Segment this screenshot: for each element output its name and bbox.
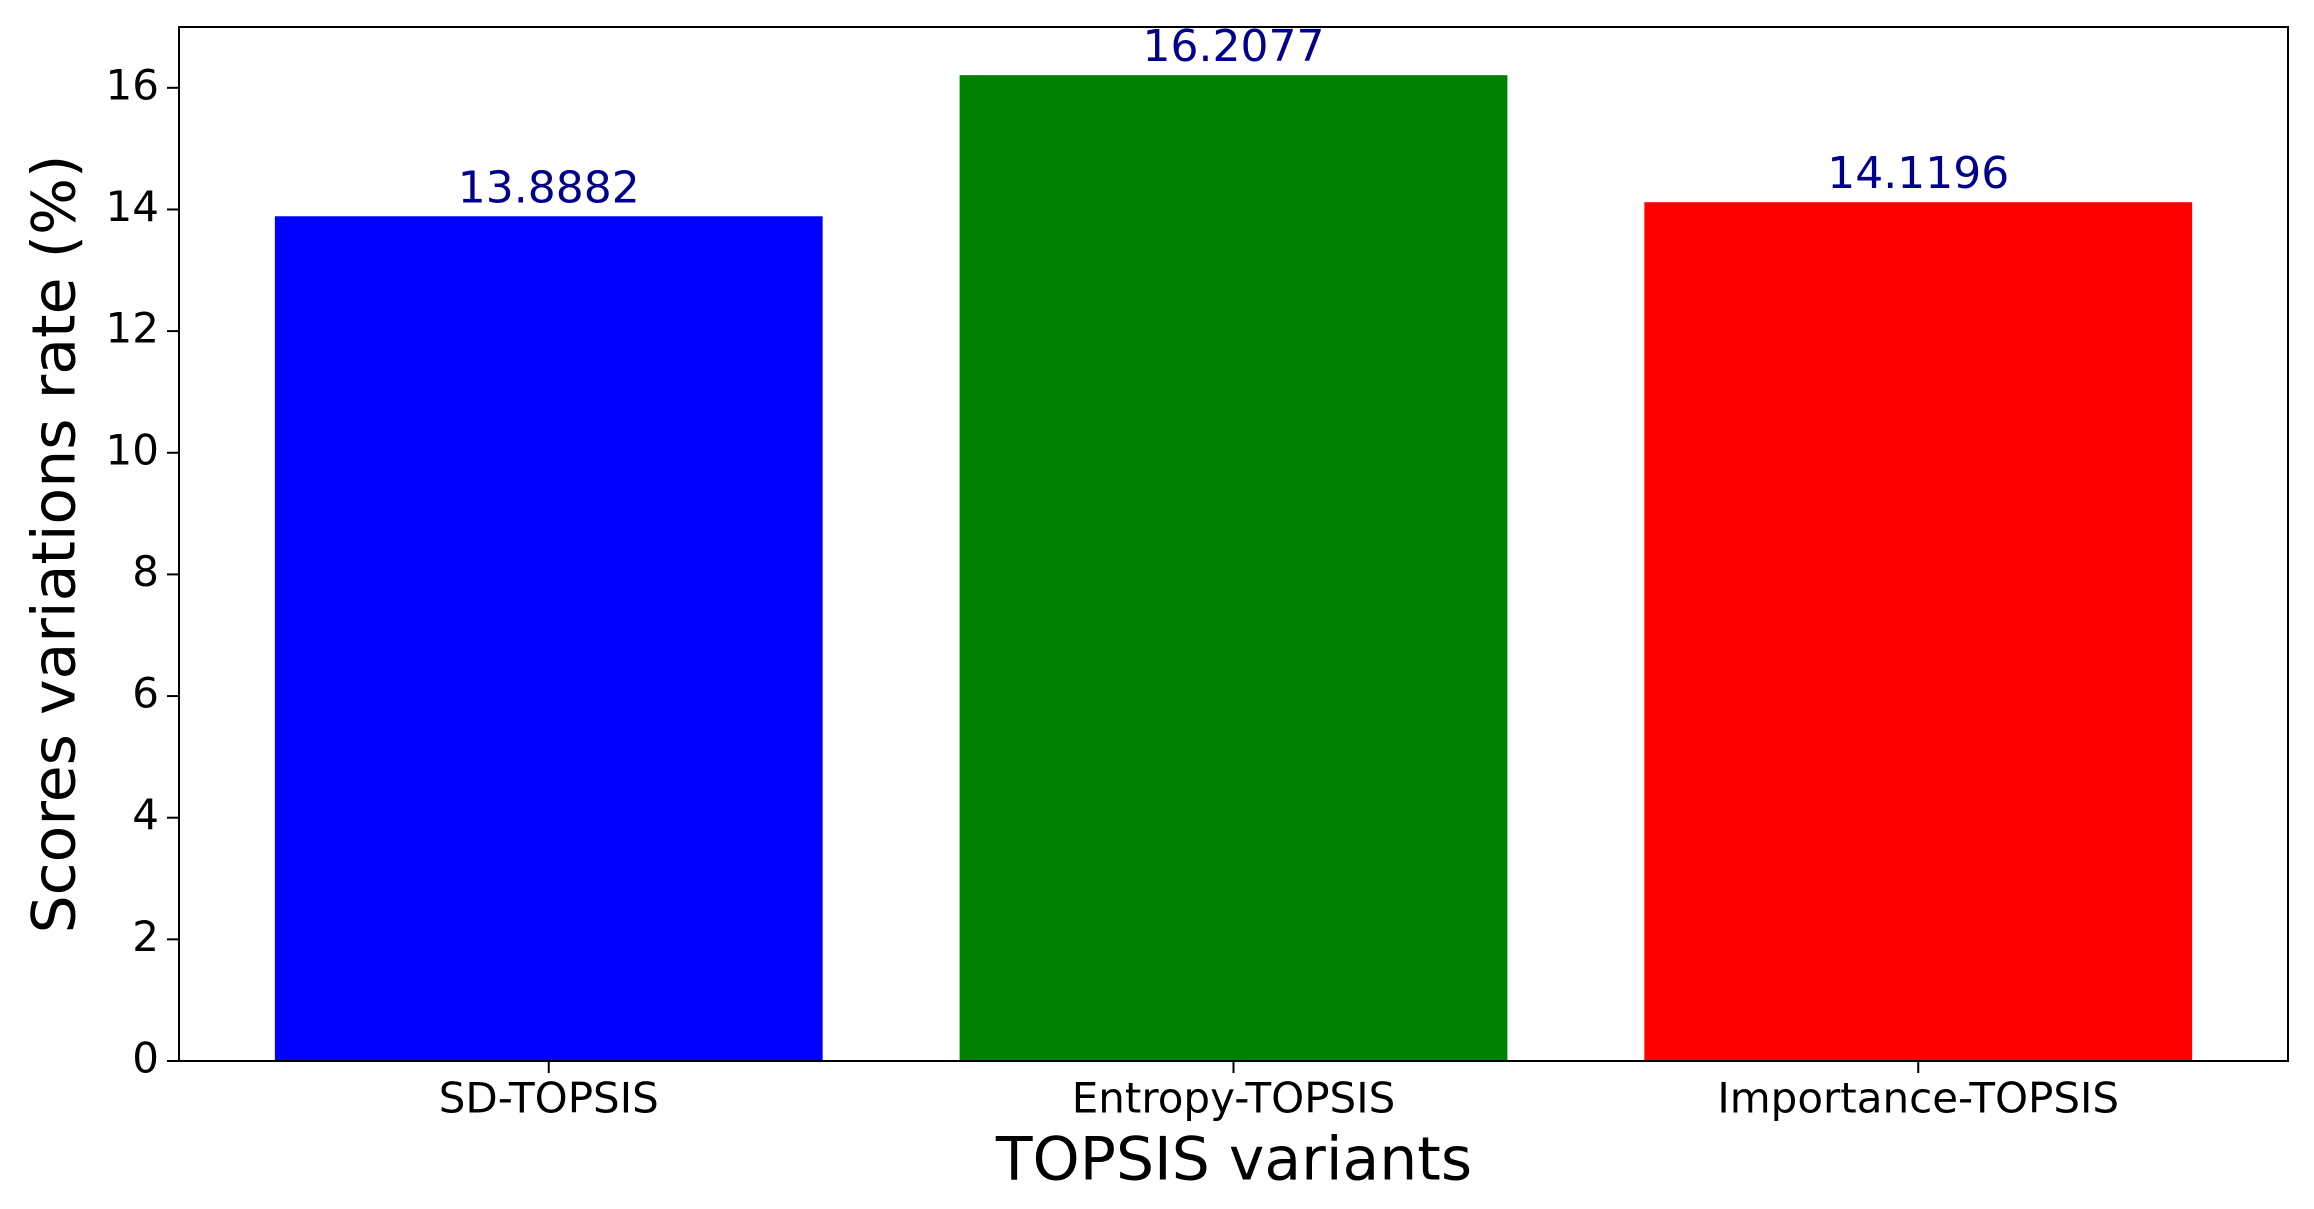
value-label: 14.1196 xyxy=(1827,148,2009,199)
x-tick-label: Entropy-TOPSIS xyxy=(1072,1074,1396,1123)
y-tick-label: 4 xyxy=(132,790,159,839)
x-tick-label: Importance-TOPSIS xyxy=(1717,1074,2119,1123)
y-tick-label: 12 xyxy=(106,304,159,353)
value-label: 16.2077 xyxy=(1143,21,1325,72)
y-tick-label: 8 xyxy=(132,547,159,596)
value-label: 13.8882 xyxy=(458,162,640,213)
y-axis-label: Scores variations rate (%) xyxy=(20,155,90,934)
y-tick-label: 2 xyxy=(132,912,159,961)
y-tick-label: 6 xyxy=(132,669,159,718)
x-axis-label: TOPSIS variants xyxy=(995,1125,1472,1195)
plot-frame xyxy=(178,26,2289,1062)
bar xyxy=(1644,202,2193,1061)
x-tick-label: SD-TOPSIS xyxy=(439,1074,659,1123)
y-tick-label: 10 xyxy=(106,425,159,474)
y-tick-label: 16 xyxy=(106,60,159,109)
y-tick-label: 14 xyxy=(106,182,159,231)
bar xyxy=(959,75,1508,1061)
y-tick-label: 0 xyxy=(132,1034,159,1083)
bar xyxy=(274,216,823,1062)
